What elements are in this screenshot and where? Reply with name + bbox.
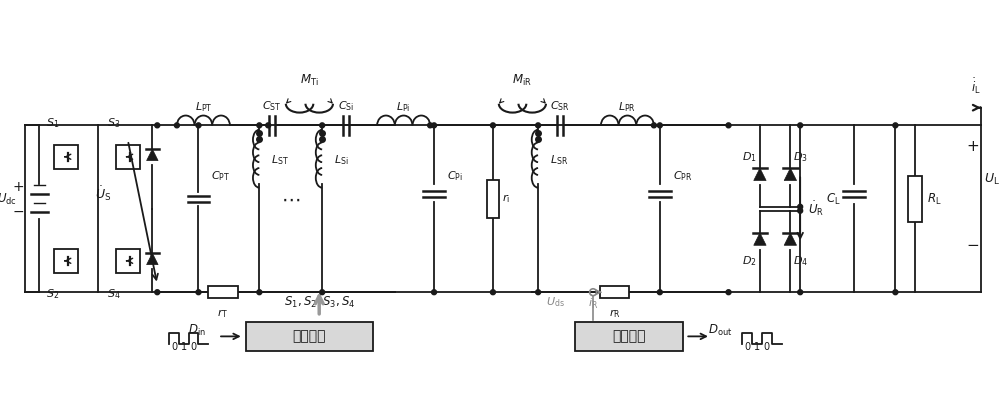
Text: $\dot{i}_{\rm L}$: $\dot{i}_{\rm L}$ [971,76,981,96]
Bar [575,322,683,351]
Polygon shape [754,233,766,245]
Circle shape [651,123,656,128]
Text: $C_{\rm L}$: $C_{\rm L}$ [826,191,840,206]
Text: 0: 0 [191,342,197,352]
Text: $C_{\rm SR}$: $C_{\rm SR}$ [550,99,570,113]
Circle shape [174,123,179,128]
Circle shape [536,290,541,295]
Polygon shape [754,168,766,180]
Text: $C_{\rm Si}$: $C_{\rm Si}$ [338,99,354,113]
Bar [116,249,140,273]
Text: $D_2$: $D_2$ [742,254,757,268]
Bar [908,177,922,221]
Bar [246,322,373,351]
Text: $\dot{U}_{\rm R}$: $\dot{U}_{\rm R}$ [808,199,824,218]
Text: $R_{\rm L}$: $R_{\rm L}$ [927,191,941,206]
Text: $\dot{i}_{\rm R}$: $\dot{i}_{\rm R}$ [588,294,598,310]
Text: $L_{\rm SR}$: $L_{\rm SR}$ [550,153,568,167]
Text: $-$: $-$ [966,236,980,251]
Text: $S_4$: $S_4$ [107,287,121,301]
Text: $S_2$: $S_2$ [46,287,59,301]
Bar [116,145,140,169]
Text: $r_{\rm i}$: $r_{\rm i}$ [502,193,510,205]
Bar [54,145,78,169]
Text: $C_{\rm ST}$: $C_{\rm ST}$ [262,99,282,113]
Circle shape [428,123,433,128]
Circle shape [196,123,201,128]
Text: $U_{\rm ds}$: $U_{\rm ds}$ [546,295,565,309]
Circle shape [490,290,495,295]
Text: $r_{\rm T}$: $r_{\rm T}$ [217,307,229,320]
Circle shape [798,123,803,128]
Text: $U_{\rm L}$: $U_{\rm L}$ [984,172,1000,187]
Text: $D_4$: $D_4$ [793,254,808,268]
Circle shape [432,290,437,295]
Text: +: + [967,139,979,154]
Text: $D_3$: $D_3$ [793,150,808,164]
Circle shape [432,123,437,128]
Polygon shape [784,233,797,245]
Polygon shape [784,168,797,180]
Text: $U_{\rm dc}$: $U_{\rm dc}$ [0,191,17,206]
Circle shape [536,123,541,128]
Bar [600,286,629,298]
Text: 1: 1 [181,342,187,352]
Circle shape [893,290,898,295]
Text: $C_{\rm Pi}$: $C_{\rm Pi}$ [447,169,463,183]
Circle shape [893,123,898,128]
Text: $r_{\rm R}$: $r_{\rm R}$ [609,307,621,320]
Circle shape [657,290,662,295]
Text: $S_1$: $S_1$ [46,117,59,130]
Circle shape [798,290,803,295]
Text: $C_{\rm PR}$: $C_{\rm PR}$ [673,169,692,183]
Bar [487,180,499,217]
Text: $L_{\rm PR}$: $L_{\rm PR}$ [618,100,636,113]
Bar [54,249,78,273]
Circle shape [155,123,160,128]
Text: $\cdots$: $\cdots$ [281,190,300,208]
Circle shape [257,290,262,295]
Text: $D_{\rm out}$: $D_{\rm out}$ [708,323,733,338]
Text: $S_3$: $S_3$ [107,117,121,130]
Text: $\dot{U}_{\rm S}$: $\dot{U}_{\rm S}$ [95,185,111,203]
Circle shape [320,290,325,295]
Text: $L_{\rm PT}$: $L_{\rm PT}$ [195,100,212,113]
Text: 0: 0 [764,342,770,352]
Circle shape [490,123,495,128]
Circle shape [320,123,325,128]
Text: $L_{\rm ST}$: $L_{\rm ST}$ [271,153,289,167]
Text: $S_1, S_2, S_3, S_4$: $S_1, S_2, S_3, S_4$ [284,294,355,310]
Text: +: + [12,180,24,194]
Circle shape [266,123,271,128]
Circle shape [155,290,160,295]
Text: 信息调制: 信息调制 [293,329,326,344]
Text: $D_1$: $D_1$ [742,150,757,164]
Circle shape [798,208,803,213]
Text: 0: 0 [744,342,750,352]
Text: $C_{\rm PT}$: $C_{\rm PT}$ [211,169,230,183]
Circle shape [726,290,731,295]
Text: 1: 1 [754,342,760,352]
Text: $-$: $-$ [12,204,24,218]
Text: $M_{\rm Ti}$: $M_{\rm Ti}$ [300,73,319,88]
Circle shape [196,290,201,295]
Text: 信息解调: 信息解调 [613,329,646,344]
Text: $L_{\rm Pi}$: $L_{\rm Pi}$ [396,100,411,113]
Circle shape [257,123,262,128]
Circle shape [657,123,662,128]
Text: 0: 0 [171,342,177,352]
Text: $L_{\rm Si}$: $L_{\rm Si}$ [334,153,349,167]
Polygon shape [147,149,158,161]
Text: $M_{\rm iR}$: $M_{\rm iR}$ [512,73,532,88]
Bar [208,286,238,298]
Text: $D_{\rm in}$: $D_{\rm in}$ [188,323,205,338]
Circle shape [798,204,803,209]
Circle shape [726,123,731,128]
Polygon shape [147,253,158,265]
